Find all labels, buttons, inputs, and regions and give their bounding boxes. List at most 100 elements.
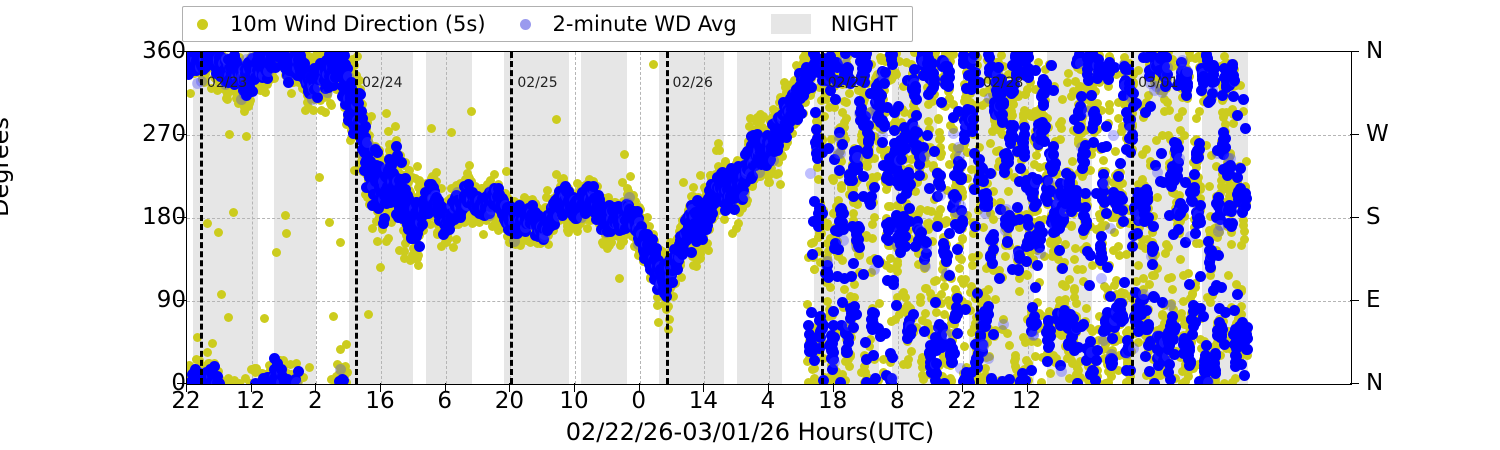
data-point <box>939 281 949 291</box>
data-point <box>678 177 688 187</box>
data-point <box>223 374 233 384</box>
data-point <box>936 204 946 214</box>
data-point <box>212 85 222 95</box>
data-point <box>849 280 859 290</box>
data-point <box>958 234 968 244</box>
data-point <box>490 170 500 180</box>
data-point <box>869 213 879 223</box>
data-point <box>979 222 989 232</box>
data-point <box>222 89 232 99</box>
data-point <box>996 52 1006 61</box>
data-point <box>206 83 216 93</box>
data-point <box>841 98 851 108</box>
data-point <box>1058 94 1068 104</box>
data-point <box>1007 110 1017 120</box>
data-point <box>1037 378 1047 384</box>
chart-legend: 10m Wind Direction (5s) 2-minute WD Avg … <box>182 6 913 42</box>
data-point <box>252 363 262 373</box>
legend-label-wd2min: 2-minute WD Avg <box>552 12 737 36</box>
data-point <box>837 255 847 265</box>
data-point <box>1000 252 1010 261</box>
data-point <box>203 219 213 229</box>
data-point <box>478 229 488 239</box>
data-point <box>619 149 629 159</box>
data-point <box>653 317 663 327</box>
data-point <box>336 238 346 248</box>
data-point <box>1022 270 1032 280</box>
data-point <box>315 173 325 183</box>
data-point <box>222 95 232 105</box>
data-point <box>259 313 269 323</box>
data-point <box>844 362 854 372</box>
data-point <box>688 182 698 192</box>
data-point <box>341 339 351 349</box>
data-point <box>1003 187 1013 197</box>
data-point <box>217 289 227 299</box>
data-point <box>956 254 966 264</box>
gridline-vertical <box>833 52 835 384</box>
data-point <box>390 121 400 131</box>
data-point <box>213 227 223 237</box>
data-point <box>466 106 476 116</box>
data-point <box>327 101 337 111</box>
data-point <box>208 338 218 348</box>
data-point <box>426 123 436 133</box>
plot-area: 02/23 02/24 02/25 02/26 02/27 02/28 03/01 <box>186 51 1352 385</box>
data-point <box>936 133 946 143</box>
data-point <box>948 52 958 60</box>
data-point <box>214 366 224 376</box>
data-point <box>933 114 943 124</box>
data-point <box>1032 151 1042 161</box>
data-point <box>281 229 291 239</box>
data-point <box>280 210 290 220</box>
data-point <box>916 297 926 307</box>
data-point <box>1057 116 1067 126</box>
data-point <box>376 262 386 272</box>
data-point <box>192 332 202 342</box>
data-point <box>329 311 339 321</box>
data-point <box>242 131 252 141</box>
gridline-vertical <box>251 52 253 384</box>
data-point <box>720 214 730 224</box>
data-point <box>224 312 234 322</box>
data-point <box>202 348 212 358</box>
data-point <box>582 223 592 233</box>
data-point <box>195 356 205 366</box>
data-point <box>381 108 391 118</box>
legend-marker-wd5s-icon <box>197 18 208 30</box>
data-point <box>234 99 244 109</box>
data-point <box>449 242 459 252</box>
data-point <box>234 379 244 384</box>
data-point <box>230 375 240 384</box>
legend-marker-wd2min-icon <box>519 18 531 30</box>
data-point <box>874 299 884 309</box>
data-point <box>414 260 424 270</box>
legend-item-wd5s: 10m Wind Direction (5s) <box>197 12 486 36</box>
data-point <box>200 78 210 88</box>
data-point <box>451 234 461 244</box>
data-point <box>263 80 273 90</box>
legend-label-night: NIGHT <box>830 12 898 36</box>
data-point <box>465 160 475 170</box>
data-point <box>413 162 423 172</box>
data-point <box>246 95 256 105</box>
data-point <box>231 94 241 104</box>
data-point <box>626 172 636 182</box>
data-point <box>251 368 260 378</box>
data-point <box>324 217 334 227</box>
legend-label-wd5s: 10m Wind Direction (5s) <box>230 12 486 36</box>
data-point <box>1063 68 1073 78</box>
data-point <box>260 87 270 97</box>
data-point <box>775 179 785 189</box>
data-point <box>960 341 970 351</box>
data-point <box>225 130 235 140</box>
gridline-vertical <box>316 52 318 384</box>
data-point <box>906 347 916 357</box>
data-point <box>228 207 238 217</box>
data-point <box>241 374 251 384</box>
data-point <box>239 107 249 117</box>
data-point <box>648 59 658 69</box>
data-point <box>849 208 859 218</box>
legend-item-night: NIGHT <box>770 12 898 36</box>
